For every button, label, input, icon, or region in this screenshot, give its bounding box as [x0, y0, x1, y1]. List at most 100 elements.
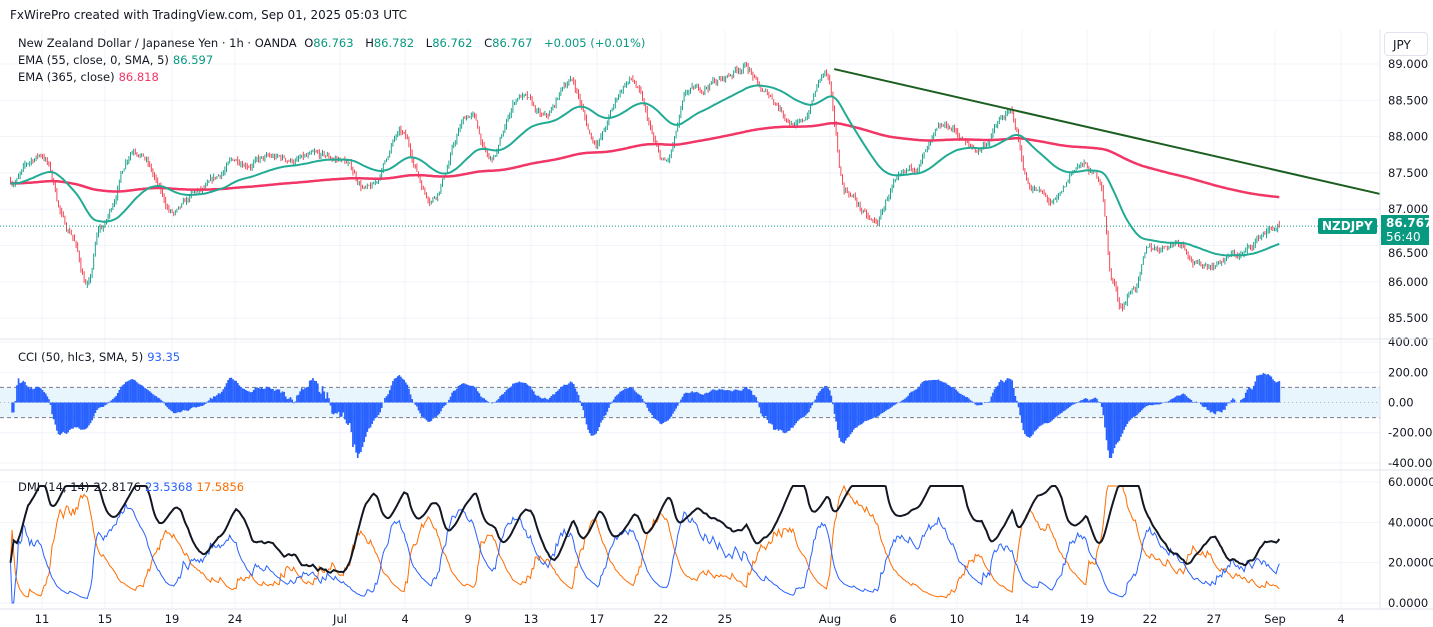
cci-bar — [1126, 402, 1129, 424]
cci-bar — [1150, 402, 1153, 406]
open-label: O — [304, 36, 314, 50]
time-tick-label: Jul — [332, 612, 347, 626]
cci-bar — [531, 389, 533, 403]
cci-bar — [998, 382, 1001, 403]
cci-bar — [764, 402, 767, 417]
cci-bar — [912, 391, 914, 403]
cci-bar — [675, 402, 677, 409]
cci-bar — [1033, 402, 1036, 432]
cci-bar — [291, 399, 293, 403]
ema55-legend[interactable]: EMA (55, close, 0, SMA, 5) 86.597 — [18, 53, 217, 67]
cci-bar — [497, 398, 500, 403]
cci-bar — [820, 388, 823, 403]
cci-bar — [123, 384, 125, 403]
cci-bar — [921, 381, 924, 403]
cci-bar — [473, 386, 476, 403]
cci-tick-label: 400.00 — [1388, 335, 1428, 349]
cci-bar — [1139, 402, 1141, 412]
cci-bar — [782, 402, 785, 433]
cci-bar — [310, 380, 313, 403]
dmi-legend[interactable]: DMI (14, 14) 22.8176 23.5368 17.5856 — [18, 480, 248, 494]
cci-pane[interactable] — [0, 373, 1380, 458]
time-tick-label: 13 — [524, 612, 539, 626]
cci-bar — [486, 401, 489, 403]
cci-bar — [945, 383, 948, 403]
cci-bar — [443, 402, 445, 407]
cci-legend[interactable]: CCI (50, hlc3, SMA, 5) 93.35 — [18, 350, 184, 364]
cci-bar — [1040, 402, 1042, 426]
cci-bar — [1158, 402, 1161, 405]
cci-bar — [624, 388, 626, 403]
price-pane[interactable] — [0, 61, 1381, 312]
close-label: C — [484, 36, 493, 50]
cci-bar — [118, 389, 121, 403]
ticker-tag: NZDJPY — [1318, 218, 1377, 234]
cci-bar — [153, 395, 156, 403]
cci-bar — [227, 379, 229, 403]
dmi-pane[interactable] — [9, 484, 1281, 604]
cci-bar — [944, 382, 946, 403]
cci-bar — [579, 400, 581, 403]
cci-bar — [702, 394, 705, 403]
cci-bar — [832, 402, 834, 405]
ema365-legend[interactable]: EMA (365, close) 86.818 — [18, 70, 163, 84]
cci-bar — [1176, 395, 1178, 403]
cci-bar — [401, 378, 404, 403]
cci-bar — [40, 388, 42, 403]
cci-bar — [836, 402, 839, 430]
cci-bar — [1166, 401, 1169, 403]
cci-bar — [564, 384, 567, 403]
cci-bar — [292, 402, 295, 404]
cci-bar — [276, 389, 279, 403]
cci-bar — [729, 390, 732, 403]
time-tick-label: 19 — [1080, 612, 1095, 626]
cci-bar — [220, 391, 223, 403]
cci-bar — [1051, 402, 1053, 421]
cci-bar — [1147, 402, 1149, 406]
cci-bar — [150, 392, 153, 403]
cci-bar — [1112, 402, 1114, 454]
cci-bar — [1259, 374, 1261, 403]
cci-bar — [950, 387, 953, 403]
cci-bar — [833, 402, 836, 414]
cci-bar — [708, 391, 711, 403]
cci-bar — [984, 402, 986, 404]
cci-bar — [502, 393, 505, 403]
cci-bar — [1011, 380, 1013, 403]
cci-bar — [195, 402, 197, 408]
cci-bar — [891, 402, 893, 407]
cci-bar — [272, 388, 274, 403]
cci-bar — [147, 390, 149, 403]
cci-bar — [923, 380, 925, 403]
cci-bar — [1054, 402, 1057, 418]
cci-bar — [1156, 402, 1159, 405]
cci-bar — [838, 402, 841, 438]
cci-bar — [80, 402, 82, 430]
cci-bar — [448, 399, 450, 403]
cci-bar — [158, 398, 161, 403]
symbol-title[interactable]: New Zealand Dollar / Japanese Yen · 1h ·… — [18, 36, 297, 50]
cci-bar — [508, 387, 511, 403]
cci-bar — [433, 402, 436, 418]
cci-bar — [1220, 402, 1223, 413]
cci-bar — [432, 402, 434, 419]
cci-bar — [457, 385, 460, 403]
cci-bar — [107, 402, 109, 404]
cci-bar — [728, 390, 730, 403]
cci-bar — [1137, 402, 1140, 414]
cci-bar — [876, 402, 879, 417]
currency-button[interactable]: JPY — [1384, 32, 1428, 56]
cci-bar — [1171, 398, 1173, 403]
cci-bar — [139, 384, 141, 403]
time-tick-label: Sep — [1264, 612, 1286, 626]
cci-bar — [233, 380, 236, 403]
cci-bar — [793, 402, 796, 426]
cci-bar — [388, 390, 391, 403]
cci-bar — [828, 390, 831, 403]
cci-bar — [52, 402, 55, 420]
cci-bar — [904, 398, 906, 403]
cci-bar — [1113, 402, 1116, 449]
cci-bar — [1201, 402, 1204, 407]
cci-bar — [232, 379, 234, 403]
